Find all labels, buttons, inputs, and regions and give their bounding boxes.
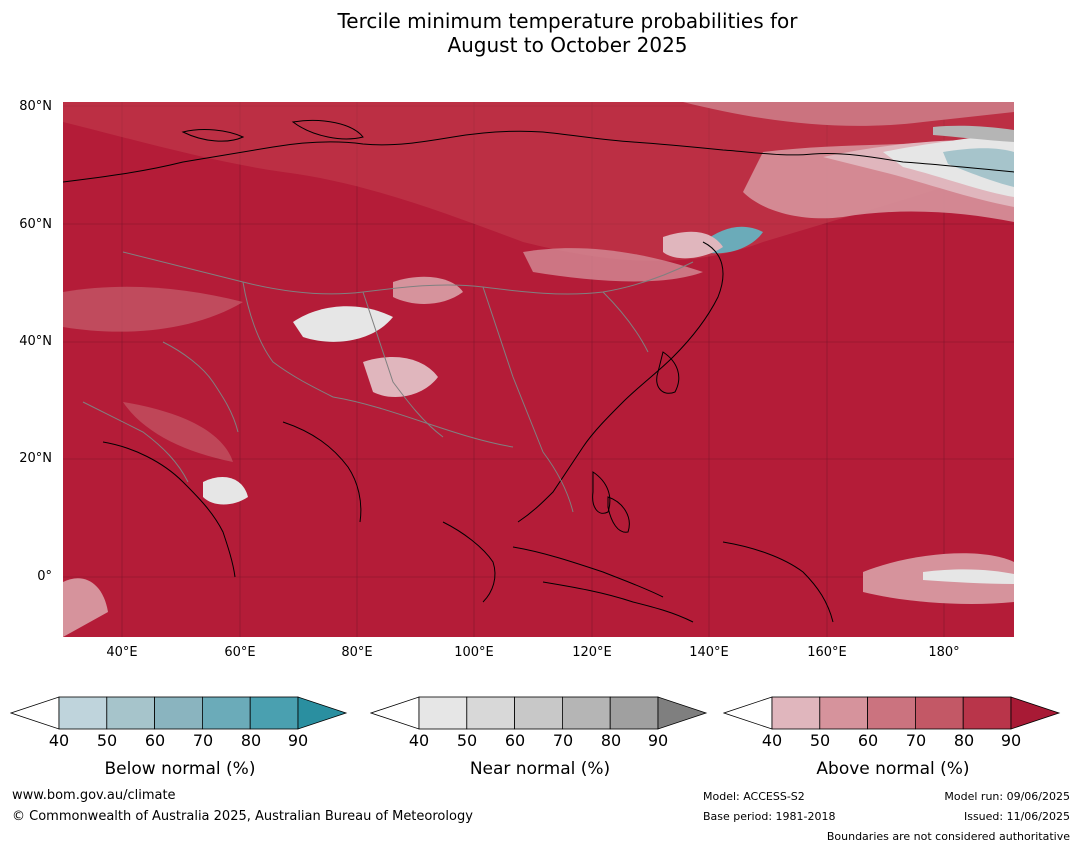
colorbar-swatch (867, 696, 916, 730)
lon-label-140e: 140°E (689, 645, 729, 660)
colorbar-swatch (154, 696, 203, 730)
colorbar-swatch (58, 696, 108, 730)
colorbar-near-normal-swatches (370, 696, 708, 730)
colorbar-swatch (819, 696, 869, 730)
colorbar-swatch (249, 696, 299, 730)
colorbar-above-normal-swatches (723, 696, 1061, 730)
colorbar-extend-high (1010, 696, 1061, 730)
base-period-text: Base period: 1981-2018 (703, 810, 836, 823)
colorbar-tick: 80 (953, 731, 975, 750)
colorbar-extend-low (370, 696, 420, 730)
country-borders (82, 251, 694, 513)
colorbar-tick: 70 (905, 731, 927, 750)
colorbar-extend-low (723, 696, 773, 730)
lat-label-60n: 60°N (19, 217, 52, 232)
colorbar-tick: 70 (192, 731, 214, 750)
colorbar-swatch (514, 696, 563, 730)
lon-label-80e: 80°E (341, 645, 373, 660)
colorbar-swatch (106, 696, 156, 730)
lat-label-80n: 80°N (19, 99, 52, 114)
colorbar-swatch (962, 696, 1012, 730)
colorbar-tick: 40 (48, 731, 70, 750)
colorbar-tick: 40 (408, 731, 430, 750)
issued-text: Issued: 11/06/2025 (963, 810, 1070, 823)
lon-label-180: 180° (928, 645, 960, 660)
copyright-text: © Commonwealth of Australia 2025, Austra… (12, 809, 473, 824)
colorbar-tick: 40 (761, 731, 783, 750)
colorbar-tick: 90 (1000, 731, 1022, 750)
colorbar-swatch (561, 696, 611, 730)
lat-label-0: 0° (37, 569, 52, 584)
colorbar-below-normal: 40 50 60 70 80 90 Below normal (%) (10, 696, 350, 786)
lat-label-20n: 20°N (19, 451, 52, 466)
probability-shading (63, 102, 1014, 637)
colorbar-swatch (466, 696, 516, 730)
colorbar-swatch (609, 696, 659, 730)
website-link[interactable]: www.bom.gov.au/climate (12, 788, 176, 803)
colorbar-tick: 80 (240, 731, 262, 750)
colorbar-tick: 60 (144, 731, 166, 750)
colorbar-tick: 90 (287, 731, 309, 750)
colorbar-tick: 80 (600, 731, 622, 750)
lon-label-160e: 160°E (807, 645, 847, 660)
lon-label-40e: 40°E (106, 645, 138, 660)
colorbar-swatch (914, 696, 964, 730)
map-graphic (63, 102, 1014, 637)
disclaimer-text: Boundaries are not considered authoritat… (826, 830, 1070, 843)
colorbar-swatch (771, 696, 821, 730)
colorbar-tick: 50 (96, 731, 118, 750)
model-text: Model: ACCESS-S2 (703, 790, 805, 803)
colorbar-tick: 50 (809, 731, 831, 750)
lat-label-40n: 40°N (19, 334, 52, 349)
colorbar-tick: 60 (504, 731, 526, 750)
colorbar-above-normal: 40 50 60 70 80 90 Above normal (%) (723, 696, 1063, 786)
colorbar-below-normal-label: Below normal (%) (104, 759, 256, 779)
lon-label-60e: 60°E (224, 645, 256, 660)
coastlines (63, 119, 1014, 623)
colorbar-extend-low (10, 696, 60, 730)
colorbar-below-normal-swatches (10, 696, 348, 730)
colorbar-tick: 60 (857, 731, 879, 750)
lon-label-120e: 120°E (572, 645, 612, 660)
colorbar-near-normal: 40 50 60 70 80 90 Near normal (%) (370, 696, 710, 786)
map-title-line-1: Tercile minimum temperature probabilitie… (337, 9, 798, 33)
colorbar-swatch (201, 696, 251, 730)
colorbar-swatch (418, 696, 468, 730)
colorbar-near-normal-label: Near normal (%) (469, 759, 611, 779)
colorbar-extend-high (297, 696, 348, 730)
colorbar-tick: 70 (552, 731, 574, 750)
probability-map (63, 102, 1014, 637)
colorbar-above-normal-label: Above normal (%) (816, 759, 970, 779)
colorbar-extend-high (657, 696, 708, 730)
lon-label-100e: 100°E (454, 645, 494, 660)
colorbar-tick: 50 (456, 731, 478, 750)
colorbar-tick: 90 (647, 731, 669, 750)
model-run-text: Model run: 09/06/2025 (944, 790, 1070, 803)
map-title-line-2: August to October 2025 (447, 33, 688, 57)
